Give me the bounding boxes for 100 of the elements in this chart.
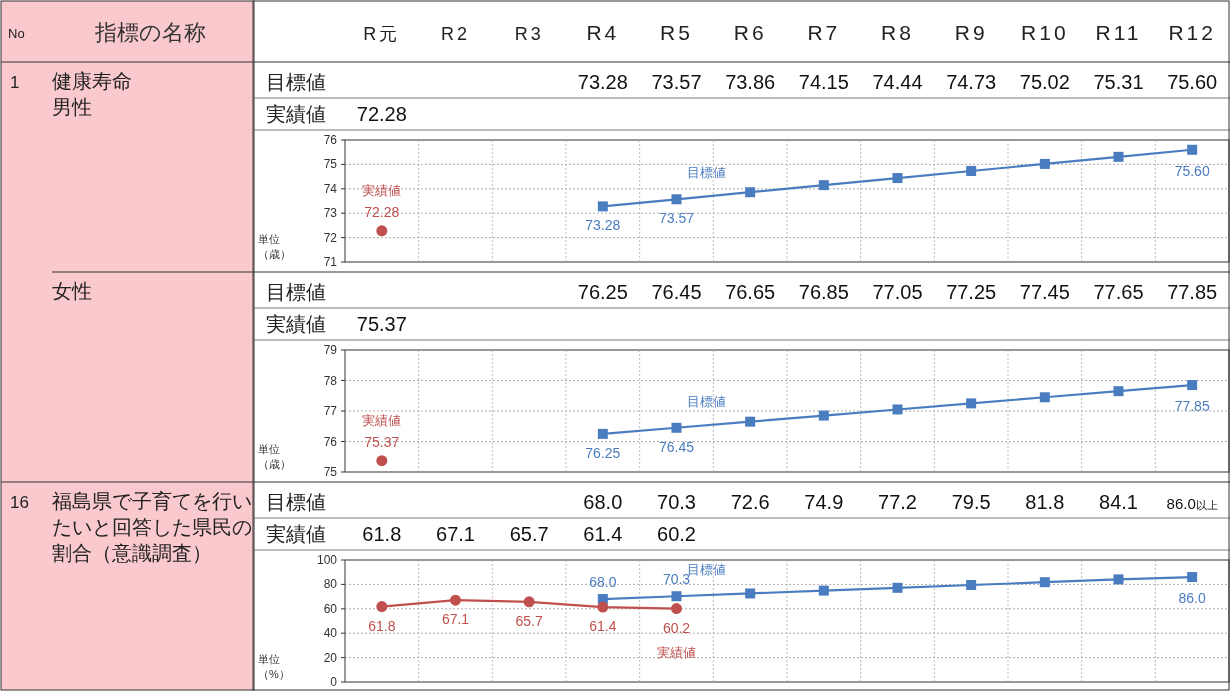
y-tick-label: 75 [323,465,338,479]
x-tick-label: R元 [363,24,401,44]
x-tick-label: R8 [881,21,914,44]
point [892,582,903,593]
point [966,398,977,409]
x-tick-label: R4 [586,21,620,44]
point [671,603,682,615]
data-label: 73.86 [725,71,776,93]
data-label: 75.37 [364,433,400,450]
data-label: 73.57 [651,71,702,93]
annotation: 76.25 [585,444,621,461]
text: 61.4 [583,523,623,545]
y-axis-title: 単位（歳） [258,443,291,470]
data-label: 60.2 [662,619,691,636]
point [818,180,829,191]
data-label: 73.28 [577,71,628,93]
y-tick-label: 77 [323,404,338,418]
x-tick-label: R2 [440,24,471,44]
text: 実績値 [657,644,696,660]
text: 目標値 [266,71,326,93]
text: 実績値 [362,182,402,198]
data-label: 75.31 [1093,71,1144,93]
annotation: 68.0 [589,574,617,591]
series-label: 目標値 [686,393,726,409]
text: 実績値 [266,103,326,125]
y-tick-label: 71 [323,255,338,269]
y-tick-label: 76 [323,434,338,449]
point [597,201,608,212]
point [745,588,756,599]
point [1039,577,1050,588]
text: 1 [10,73,20,92]
data-label: 77.25 [946,281,997,303]
point [1187,144,1198,155]
point [1113,386,1124,397]
data-label: 75.02 [1019,71,1070,93]
x-tick-label: R9 [954,21,988,44]
x-tick-label: R3 [514,24,544,44]
annotation: 86.0 [1178,590,1206,607]
text: 72.28 [356,103,407,125]
data-label: 76.45 [651,281,702,303]
data-label: 81.8 [1025,491,1065,513]
text: 実績値 [362,412,402,428]
x-tick-label: R10 [1021,21,1069,44]
point [671,591,682,602]
text: 指標の名称 [93,20,206,45]
y-tick-label: 40 [323,626,338,641]
point [597,428,608,439]
data-label: 79.5 [951,491,991,513]
data-label: 65.7 [515,612,543,629]
text: 60.2 [657,523,696,545]
text: No [8,26,25,41]
text: 16 [10,493,29,512]
data-label: 74.15 [798,71,849,93]
data-label: 72.6 [730,491,770,513]
x-tick-label: R7 [807,21,841,44]
text: 実績値 [266,313,326,335]
point [745,416,756,427]
point [376,455,388,467]
data-label: 77.2 [878,491,917,513]
data-label: 75.60 [1167,71,1218,93]
data-label: 74.9 [804,491,844,513]
data-label: 74.44 [872,71,923,93]
point [966,165,977,176]
annotation: 73.28 [585,217,621,234]
point [376,601,388,613]
data-label: 77.45 [1019,281,1070,303]
x-tick-label: R11 [1095,21,1142,44]
y-tick-label: 79 [323,343,338,357]
data-label: 74.73 [946,71,997,93]
data-label: 67.1 [441,611,470,628]
data-label: 61.4 [589,618,617,635]
data-label: 76.85 [798,281,849,303]
point [523,596,535,608]
point [450,594,461,606]
point [1113,151,1124,162]
point [597,601,609,613]
text: 目標値 [266,281,326,303]
series-label: 目標値 [686,165,726,181]
annotation: 73.57 [658,210,695,227]
y-tick-label: 76 [323,133,338,147]
y-tick-label: 20 [323,650,338,665]
data-label: 77.85 [1167,281,1218,303]
point [966,580,977,591]
point [671,194,682,205]
point [892,173,903,184]
text: 実績値 [266,523,326,545]
y-tick-label: 73 [323,206,338,221]
data-label: 77.65 [1093,281,1144,303]
text: 75.37 [356,313,407,335]
point [1113,574,1124,585]
data-label: 70.3 [657,491,696,513]
point [376,225,388,237]
y-tick-label: 72 [323,230,338,245]
data-label: 76.25 [577,281,628,303]
y-tick-label: 75 [323,157,338,172]
annotation: 76.45 [658,438,695,455]
point [1187,380,1198,391]
data-label: 76.65 [725,281,776,303]
y-tick-label: 60 [323,601,338,616]
data-label: 84.1 [1099,491,1138,513]
